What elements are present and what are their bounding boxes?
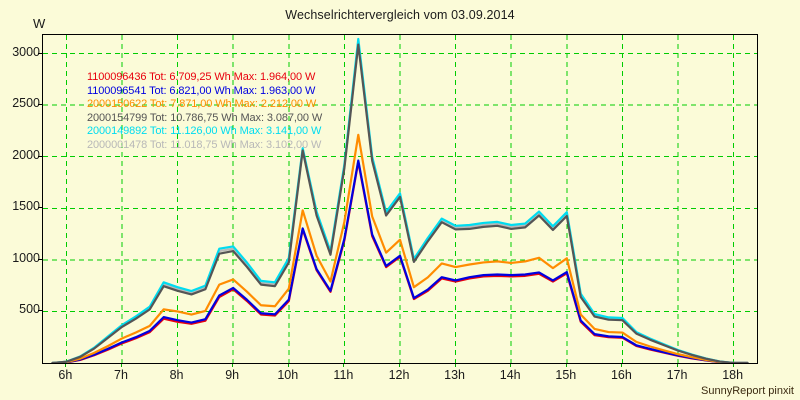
y-axis-tick-label: 2000 xyxy=(12,147,40,162)
x-axis-tick-mark xyxy=(677,363,679,367)
y-axis-tick-mark xyxy=(38,310,42,312)
y-axis-tick-mark xyxy=(38,155,42,157)
series-lines xyxy=(51,37,749,363)
x-axis-tick-mark xyxy=(565,363,567,367)
series-line xyxy=(51,43,749,363)
y-axis-tick-label: 2500 xyxy=(12,96,40,111)
series-line xyxy=(51,133,749,363)
x-axis-tick-mark xyxy=(732,363,734,367)
y-axis-tick-label: 500 xyxy=(19,302,40,317)
x-axis-tick-label: 14h xyxy=(499,368,521,382)
x-axis-tick-label: 10h xyxy=(277,368,299,382)
plot-area: 1100096436 Tot: 6.709,25 Wh Max: 1.964,0… xyxy=(42,34,758,364)
plot-svg xyxy=(43,35,757,363)
x-axis-tick-label: 8h xyxy=(169,368,184,382)
x-axis-tick-label: 16h xyxy=(610,368,632,382)
y-axis-tick-mark xyxy=(38,104,42,106)
x-axis-tick-mark xyxy=(287,363,289,367)
x-axis-tick-label: 15h xyxy=(555,368,577,382)
x-axis-tick-label: 9h xyxy=(225,368,240,382)
y-axis-tick-label: 1500 xyxy=(12,199,40,214)
x-axis-tick-label: 17h xyxy=(666,368,688,382)
x-axis-tick-label: 7h xyxy=(114,368,128,382)
series-line xyxy=(51,159,749,363)
x-axis-tick-mark xyxy=(621,363,623,367)
x-axis-tick-mark xyxy=(65,363,67,367)
credit-label: SunnyReport pinxit xyxy=(701,385,794,397)
x-axis-tick-mark xyxy=(176,363,178,367)
x-axis-tick-label: 18h xyxy=(722,368,744,382)
x-axis-tick-label: 12h xyxy=(388,368,410,382)
gridlines xyxy=(43,35,757,363)
y-axis-tick-mark xyxy=(38,52,42,54)
x-axis-tick-label: 13h xyxy=(444,368,466,382)
x-axis-tick-mark xyxy=(343,363,345,367)
x-axis-tick-mark xyxy=(120,363,122,367)
x-axis-tick-mark xyxy=(454,363,456,367)
y-axis-tick-mark xyxy=(38,207,42,209)
x-axis-tick-label: 6h xyxy=(58,368,73,382)
x-axis-tick-mark xyxy=(232,363,234,367)
x-axis-tick-mark xyxy=(510,363,512,367)
y-axis-tick-label: 1000 xyxy=(12,250,40,265)
y-axis-tick-mark xyxy=(38,258,42,260)
y-axis-tick-label: 3000 xyxy=(12,44,40,59)
x-axis-tick-label: 11h xyxy=(333,368,354,382)
x-axis-tick-mark xyxy=(399,363,400,367)
chart-title: Wechselrichtervergleich vom 03.09.2014 xyxy=(285,8,515,22)
y-axis-unit-label: W xyxy=(33,16,46,31)
series-line xyxy=(51,37,749,363)
